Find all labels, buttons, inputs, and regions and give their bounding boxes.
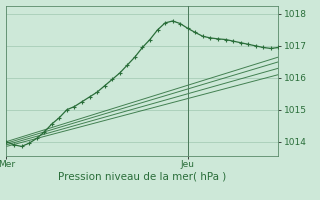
- X-axis label: Pression niveau de la mer( hPa ): Pression niveau de la mer( hPa ): [58, 172, 227, 182]
